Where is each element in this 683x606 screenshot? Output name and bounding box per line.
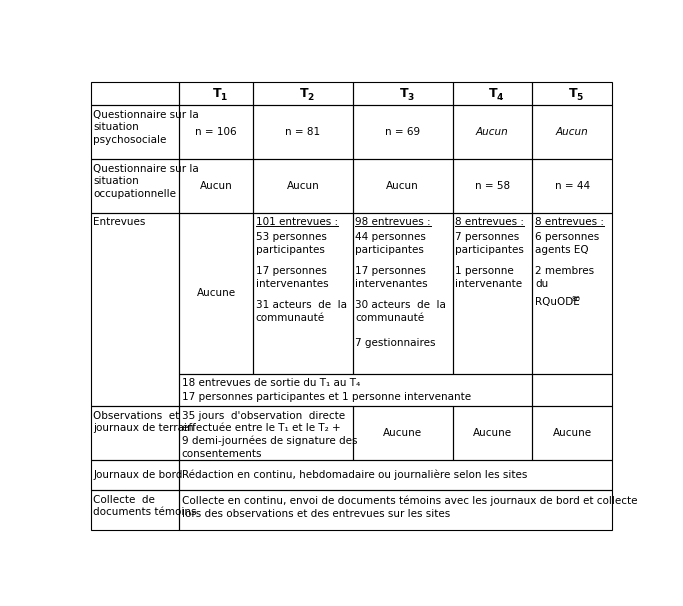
Bar bbox=[91, 490, 179, 530]
Bar bbox=[353, 213, 453, 374]
Bar bbox=[453, 159, 532, 213]
Text: 7 personnes
participantes: 7 personnes participantes bbox=[455, 232, 524, 255]
Text: 1 personne
intervenante: 1 personne intervenante bbox=[455, 267, 522, 289]
Bar bbox=[179, 374, 532, 407]
Text: 7 gestionnaires: 7 gestionnaires bbox=[355, 338, 436, 348]
Text: T: T bbox=[400, 87, 408, 100]
Bar bbox=[532, 82, 612, 105]
Bar bbox=[91, 460, 179, 490]
Bar bbox=[453, 105, 532, 159]
Bar bbox=[179, 213, 253, 374]
Bar bbox=[253, 213, 353, 374]
Text: 17 personnes
intervenantes: 17 personnes intervenantes bbox=[355, 267, 428, 289]
Text: Aucun: Aucun bbox=[387, 181, 419, 191]
Text: Aucun: Aucun bbox=[287, 181, 319, 191]
Text: 17 personnes
intervenantes: 17 personnes intervenantes bbox=[255, 267, 329, 289]
Text: Journaux de bord: Journaux de bord bbox=[94, 470, 182, 480]
Text: Collecte en continu, envoi de documents témoins avec les journaux de bord et col: Collecte en continu, envoi de documents … bbox=[182, 495, 637, 519]
Bar bbox=[532, 159, 612, 213]
Bar bbox=[179, 407, 353, 460]
Text: Entrevues: Entrevues bbox=[94, 218, 145, 227]
Text: 18 entrevues de sortie du T₁ au T₄
17 personnes participantes et 1 personne inte: 18 entrevues de sortie du T₁ au T₄ 17 pe… bbox=[182, 378, 471, 402]
Bar bbox=[453, 407, 532, 460]
Text: Questionnaire sur la
situation
psychosociale: Questionnaire sur la situation psychosoc… bbox=[94, 110, 199, 145]
Text: Aucun: Aucun bbox=[199, 181, 232, 191]
Text: 98 entrevues :: 98 entrevues : bbox=[355, 218, 431, 227]
Bar bbox=[91, 105, 179, 159]
Bar bbox=[179, 105, 253, 159]
Bar bbox=[353, 159, 453, 213]
Text: Collecte  de
documents témoins: Collecte de documents témoins bbox=[94, 495, 197, 518]
Text: 4: 4 bbox=[497, 93, 503, 102]
Text: n = 81: n = 81 bbox=[285, 127, 320, 137]
Text: 8 entrevues :: 8 entrevues : bbox=[535, 218, 604, 227]
Text: Aucun: Aucun bbox=[556, 127, 589, 137]
Bar bbox=[532, 407, 612, 460]
Bar bbox=[91, 213, 179, 407]
Text: Rédaction en continu, hebdomadaire ou journalière selon les sites: Rédaction en continu, hebdomadaire ou jo… bbox=[182, 470, 527, 481]
Text: 2: 2 bbox=[307, 93, 313, 102]
Text: 8 entrevues :: 8 entrevues : bbox=[455, 218, 524, 227]
Bar bbox=[179, 490, 612, 530]
Bar bbox=[353, 105, 453, 159]
Text: 5: 5 bbox=[576, 93, 583, 102]
Bar bbox=[453, 82, 532, 105]
Text: T: T bbox=[569, 87, 578, 100]
Bar bbox=[453, 213, 532, 374]
Bar bbox=[532, 105, 612, 159]
Bar bbox=[532, 213, 612, 374]
Text: Observations  et
journaux de terrain: Observations et journaux de terrain bbox=[94, 411, 194, 433]
Text: RQuODE: RQuODE bbox=[535, 297, 580, 307]
Text: 3: 3 bbox=[407, 93, 413, 102]
Text: 6 personnes
agents EQ: 6 personnes agents EQ bbox=[535, 232, 599, 255]
Bar bbox=[179, 159, 253, 213]
Text: 30 acteurs  de  la
communauté: 30 acteurs de la communauté bbox=[355, 301, 446, 323]
Bar bbox=[532, 374, 612, 407]
Text: n = 58: n = 58 bbox=[475, 181, 510, 191]
Bar bbox=[179, 460, 612, 490]
Text: 1: 1 bbox=[220, 93, 227, 102]
Text: T: T bbox=[300, 87, 309, 100]
Bar bbox=[179, 82, 253, 105]
Text: Aucune: Aucune bbox=[197, 288, 236, 298]
Text: Questionnaire sur la
situation
occupationnelle: Questionnaire sur la situation occupatio… bbox=[94, 164, 199, 199]
Bar bbox=[91, 159, 179, 213]
Bar bbox=[91, 407, 179, 460]
Text: 35 jours  d'observation  directe
effectuée entre le T₁ et le T₂ +
9 demi-journée: 35 jours d'observation directe effectuée… bbox=[182, 411, 357, 459]
Text: T: T bbox=[213, 87, 221, 100]
Bar bbox=[353, 82, 453, 105]
Bar bbox=[353, 407, 453, 460]
Text: Aucun: Aucun bbox=[476, 127, 509, 137]
Bar bbox=[253, 159, 353, 213]
Bar bbox=[253, 82, 353, 105]
Text: 2 membres
du: 2 membres du bbox=[535, 267, 594, 289]
Bar bbox=[253, 105, 353, 159]
Text: 44 personnes
participantes: 44 personnes participantes bbox=[355, 232, 426, 255]
Text: Aucune: Aucune bbox=[383, 428, 422, 438]
Text: 80: 80 bbox=[572, 296, 581, 302]
Text: T: T bbox=[489, 87, 498, 100]
Text: 53 personnes
participantes: 53 personnes participantes bbox=[255, 232, 326, 255]
Text: Aucune: Aucune bbox=[553, 428, 591, 438]
Text: n = 69: n = 69 bbox=[385, 127, 420, 137]
Text: Aucune: Aucune bbox=[473, 428, 512, 438]
Text: 31 acteurs  de  la
communauté: 31 acteurs de la communauté bbox=[255, 301, 347, 323]
Text: n = 106: n = 106 bbox=[195, 127, 237, 137]
Bar bbox=[91, 82, 179, 105]
Text: n = 44: n = 44 bbox=[555, 181, 589, 191]
Text: 101 entrevues :: 101 entrevues : bbox=[255, 218, 338, 227]
